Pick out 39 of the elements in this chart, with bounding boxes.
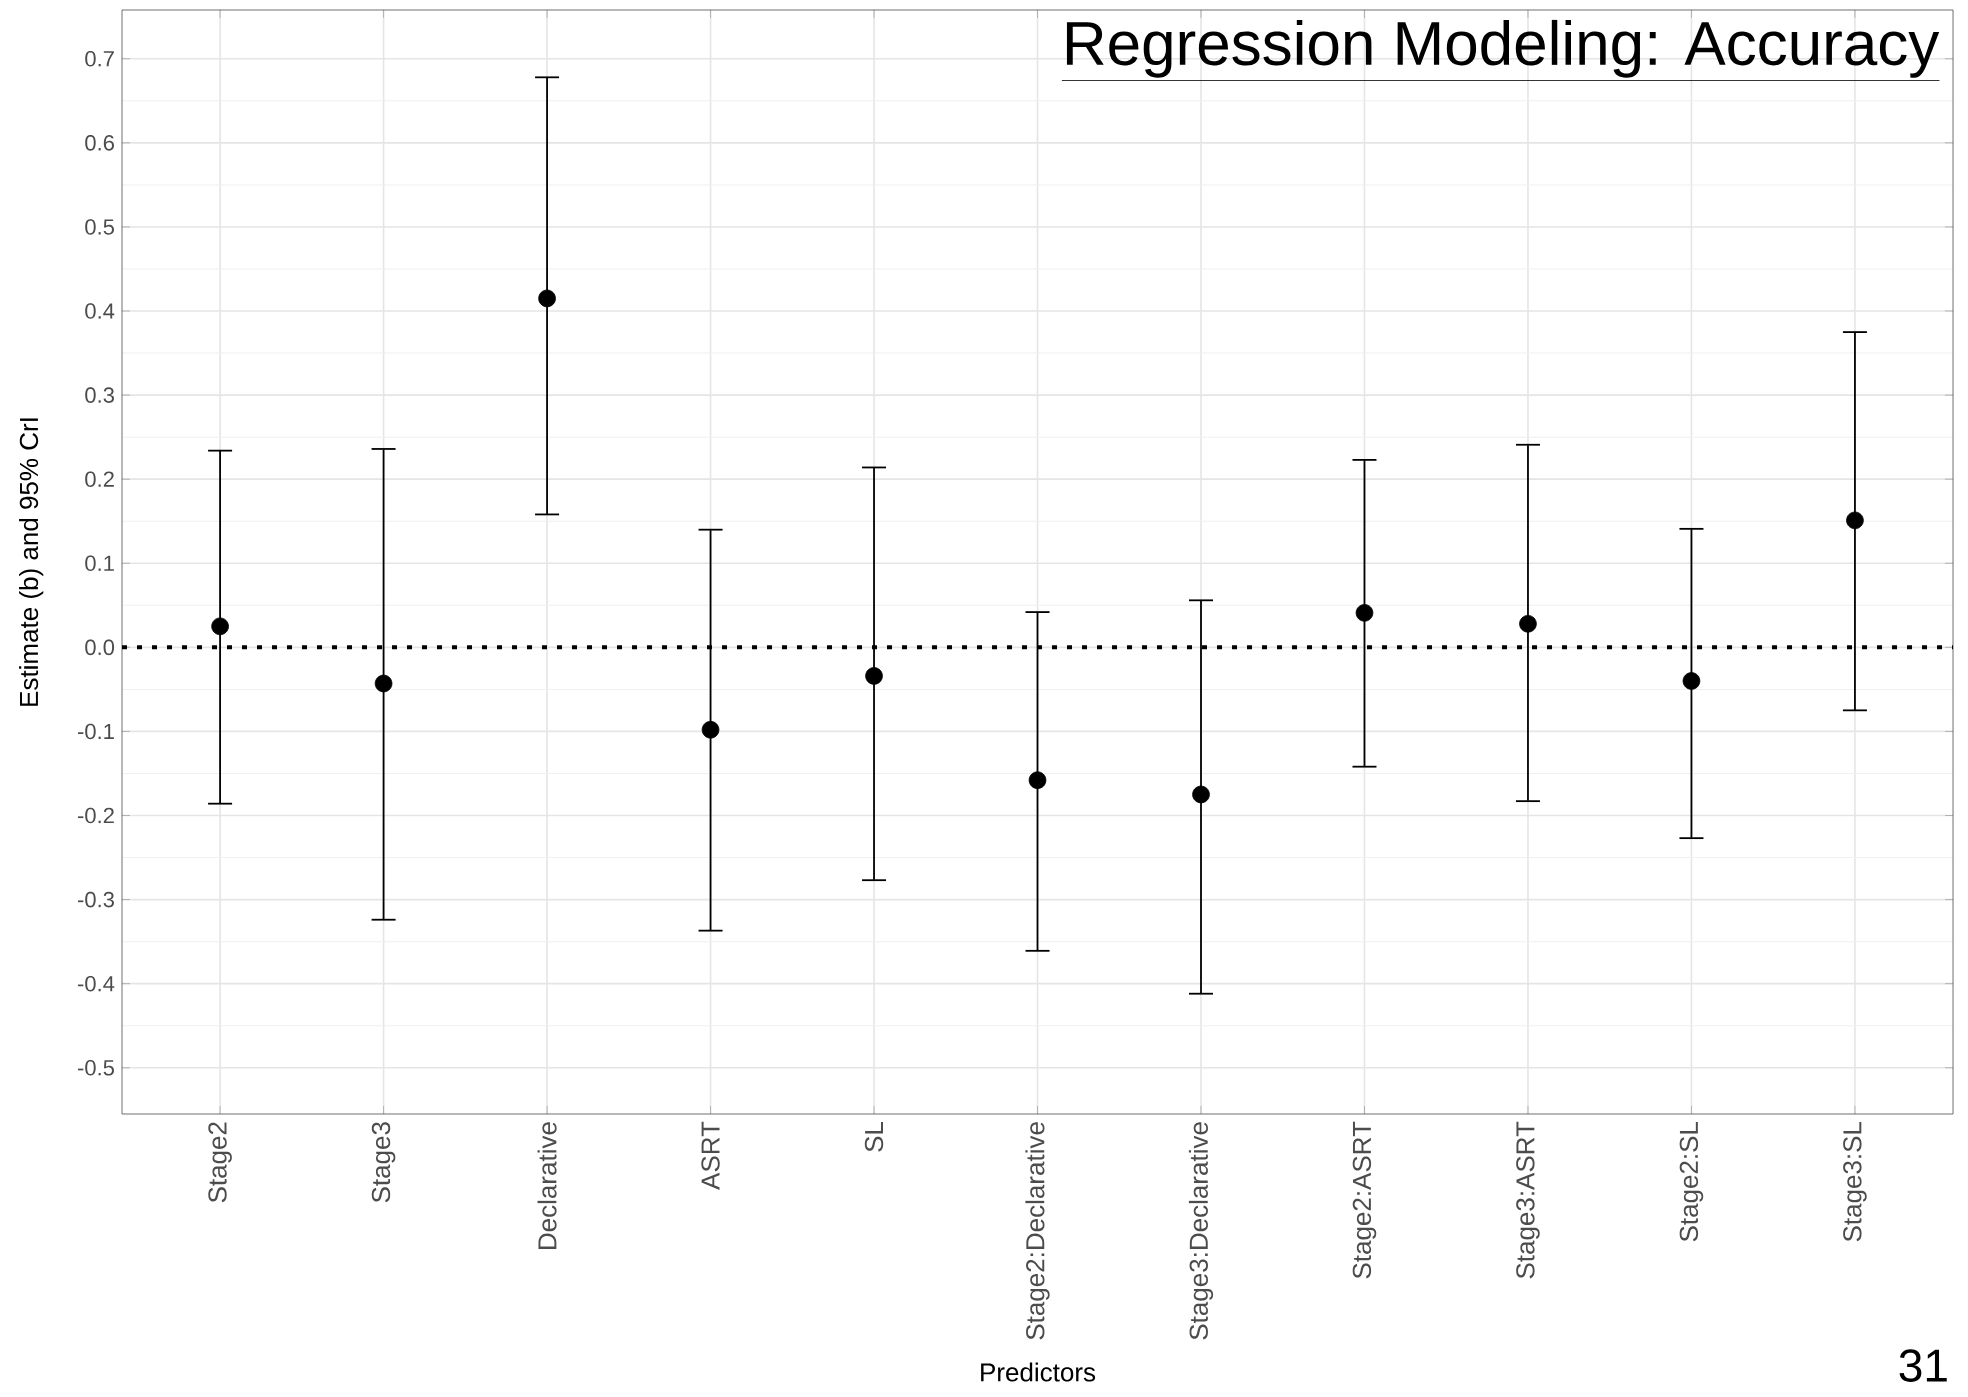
y-tick-label: 0.6 bbox=[85, 135, 114, 151]
point bbox=[1028, 771, 1047, 789]
x-tick-label: Stage2:Declarative bbox=[1025, 1122, 1050, 1340]
point bbox=[538, 289, 556, 308]
point bbox=[1519, 614, 1537, 633]
x-tick-label: SL bbox=[864, 1121, 884, 1152]
point bbox=[1682, 672, 1701, 690]
x-tick-label: ASRT bbox=[701, 1121, 720, 1190]
y-tick-label: 0.7 bbox=[85, 50, 114, 67]
y-tick-label: 0.0 bbox=[85, 639, 115, 656]
point bbox=[1192, 785, 1210, 804]
x-tick-label: Declarative bbox=[537, 1122, 557, 1249]
x-tick-label: Stage3:Declarative bbox=[1188, 1122, 1214, 1340]
y-tick-label: 0.3 bbox=[85, 387, 114, 403]
y-tick-label: 0.2 bbox=[85, 471, 114, 487]
y-tick-label: -0.4 bbox=[78, 975, 115, 992]
y-tick-label: -0.5 bbox=[78, 1059, 114, 1076]
y-tick-label: 0.5 bbox=[85, 219, 114, 235]
y-tick-label: -0.2 bbox=[78, 807, 114, 824]
y-axis-title: Estimate (b) and 95% CrI bbox=[19, 418, 44, 706]
x-tick-label: Stage2 bbox=[208, 1122, 232, 1203]
point bbox=[1355, 604, 1374, 622]
point bbox=[211, 617, 229, 636]
y-tick-label: -0.1 bbox=[78, 723, 114, 740]
point bbox=[374, 674, 393, 693]
y-tick-label: 0.4 bbox=[85, 303, 115, 319]
point bbox=[701, 720, 720, 739]
chart-title: Regression Modeling: Accuracy bbox=[1066, 19, 1940, 78]
y-tick-label: -0.3 bbox=[78, 891, 114, 908]
x-tick-label: Stage2:ASRT bbox=[1352, 1121, 1377, 1279]
y-tick-label: 0.1 bbox=[85, 555, 114, 572]
x-tick-label: Stage3:ASRT bbox=[1516, 1121, 1540, 1279]
point bbox=[1846, 511, 1864, 530]
x-tick-label: Stage3 bbox=[371, 1122, 396, 1203]
point bbox=[865, 667, 883, 685]
x-tick-label: Stage2:SL bbox=[1679, 1121, 1704, 1242]
x-tick-label: Stage3:SL bbox=[1843, 1121, 1867, 1242]
x-axis-title: Predictors bbox=[981, 1362, 1096, 1382]
text: 31 bbox=[1899, 1349, 1947, 1382]
